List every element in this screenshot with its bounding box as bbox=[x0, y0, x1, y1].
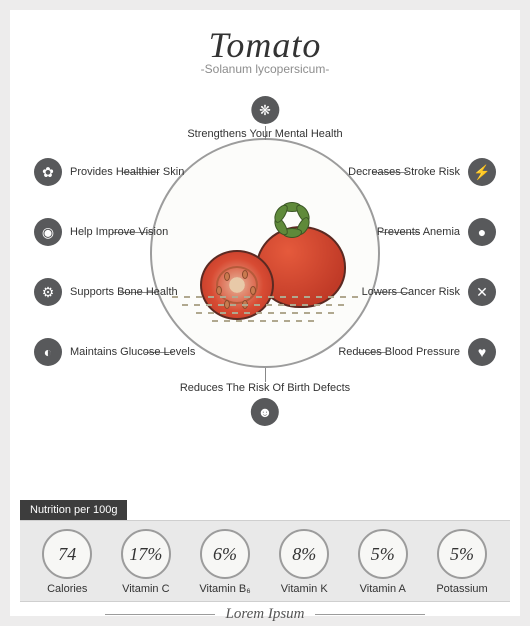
benefit-anemia: ● Prevents Anemia bbox=[377, 218, 496, 246]
nutrient-label: Potassium bbox=[436, 583, 487, 595]
bone-icon: ⚙ bbox=[34, 278, 62, 306]
connector-line bbox=[265, 368, 266, 382]
nutrient-value: 5% bbox=[358, 529, 408, 579]
benefit-label: Provides Healthier Skin bbox=[70, 166, 184, 178]
baby-icon: ☻ bbox=[251, 398, 279, 426]
benefit-healthier-skin: ✿ Provides Healthier Skin bbox=[34, 158, 184, 186]
nutrient-label: Vitamin C bbox=[122, 583, 169, 595]
benefit-label: Maintains Glucose Levels bbox=[70, 346, 195, 358]
eye-icon: ◉ bbox=[34, 218, 62, 246]
benefits-diagram: ❋ Strengthens Your Mental Health ✿ Provides… bbox=[10, 82, 520, 462]
benefit-improve-vision: ◉ Help Improve Vision bbox=[34, 218, 168, 246]
benefit-label: Supports Bone Health bbox=[70, 286, 178, 298]
benefit-label: Reduces The Risk Of Birth Defects bbox=[180, 382, 350, 394]
drop-icon: ● bbox=[468, 218, 496, 246]
benefit-bone-health: ⚙ Supports Bone Health bbox=[34, 278, 178, 306]
nutrient-label: Vitamin K bbox=[281, 583, 328, 595]
benefit-glucose: ◐ Maintains Glucose Levels bbox=[34, 338, 195, 366]
tomato-half-illustration bbox=[200, 250, 274, 320]
header: Tomato -Solanum lycopersicum- bbox=[10, 10, 520, 76]
benefit-blood-pressure: ♥ Reduces Blood Pressure bbox=[338, 338, 496, 366]
nutrient-item: 6% Vitamin B₆ bbox=[199, 529, 250, 595]
glucose-icon: ◐ bbox=[34, 338, 62, 366]
leaf-icon: ✿ bbox=[34, 158, 62, 186]
tomato-circle bbox=[150, 138, 380, 368]
benefit-label: Help Improve Vision bbox=[70, 226, 168, 238]
nutrient-value: 8% bbox=[279, 529, 329, 579]
card: Tomato -Solanum lycopersicum- ❋ Strengthe… bbox=[10, 10, 520, 616]
benefit-label: Lowers Cancer Risk bbox=[362, 286, 460, 298]
page-title: Tomato bbox=[10, 24, 520, 66]
nutrient-label: Vitamin A bbox=[360, 583, 406, 595]
nutrient-label: Calories bbox=[47, 583, 87, 595]
benefit-label: Prevents Anemia bbox=[377, 226, 460, 238]
benefit-label: Decreases Stroke Risk bbox=[348, 166, 460, 178]
page-subtitle: -Solanum lycopersicum- bbox=[10, 62, 520, 76]
bolt-icon: ⚡ bbox=[468, 158, 496, 186]
benefit-cancer-risk: ✕ Lowers Cancer Risk bbox=[362, 278, 496, 306]
nutrient-label: Vitamin B₆ bbox=[199, 583, 250, 595]
nutrient-item: 17% Vitamin C bbox=[121, 529, 171, 595]
benefit-birth-defects: ☻ Reduces The Risk Of Birth Defects bbox=[180, 382, 350, 426]
benefit-mental-health: ❋ Strengthens Your Mental Health bbox=[187, 96, 342, 140]
heart-icon: ♥ bbox=[468, 338, 496, 366]
benefit-label: Reduces Blood Pressure bbox=[338, 346, 460, 358]
brain-icon: ❋ bbox=[251, 96, 279, 124]
ribbon-icon: ✕ bbox=[468, 278, 496, 306]
nutrition-heading: Nutrition per 100g bbox=[20, 500, 127, 520]
nutrient-item: 74 Calories bbox=[42, 529, 92, 595]
nutrient-item: 5% Potassium bbox=[436, 529, 487, 595]
nutrient-value: 6% bbox=[200, 529, 250, 579]
nutrient-value: 74 bbox=[42, 529, 92, 579]
benefit-stroke-risk: ⚡ Decreases Stroke Risk bbox=[348, 158, 496, 186]
nutrient-item: 5% Vitamin A bbox=[358, 529, 408, 595]
nutrition-bar: 74 Calories 17% Vitamin C 6% Vitamin B₆ 8% Vita… bbox=[20, 520, 510, 602]
nutrient-value: 17% bbox=[121, 529, 171, 579]
nutrient-item: 8% Vitamin K bbox=[279, 529, 329, 595]
footer-text: Lorem Ipsum bbox=[10, 606, 520, 623]
nutrient-value: 5% bbox=[437, 529, 487, 579]
benefit-label: Strengthens Your Mental Health bbox=[187, 128, 342, 140]
